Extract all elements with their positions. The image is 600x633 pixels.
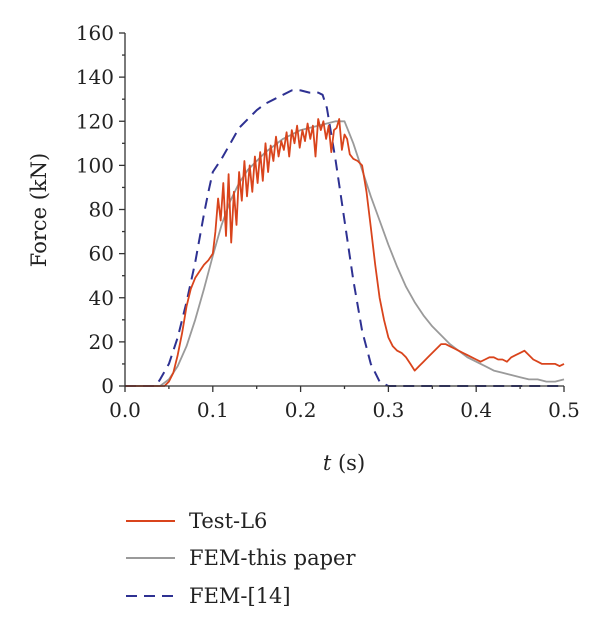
series-line-0 [125,118,565,387]
y-tick-label: 80 [89,198,114,222]
x-tick-label: 0.1 [197,398,229,422]
y-tick-label: 140 [76,65,114,89]
series-layer [125,89,565,387]
y-ticks: 0 20 40 60 80 100 120 140 160 [76,21,125,398]
x-tick-label: 0.0 [109,398,141,422]
y-tick-label: 0 [101,374,114,398]
y-tick-label: 160 [76,21,114,45]
y-tick-label: 40 [89,286,114,310]
x-axis-unit: (s) [331,451,365,475]
y-tick-label: 20 [89,330,114,354]
legend-label-1: FEM-this paper [189,546,356,570]
x-ticks: 0.0 0.1 0.2 0.3 0.4 0.5 [109,386,580,422]
y-axis-title: Force (kN) [27,153,51,267]
x-tick-label: 0.2 [285,398,317,422]
plot-area: 0 20 40 60 80 100 120 140 160 0.0 0.1 0.2 0.3 0.4 0.5 [76,21,580,422]
series-line-1 [125,120,565,387]
y-tick-label: 100 [76,153,114,177]
x-tick-label: 0.4 [460,398,492,422]
x-axis-variable: t [323,451,332,475]
series-line-2 [125,89,564,387]
legend-label-2: FEM-[14] [189,584,291,608]
y-tick-label: 60 [89,242,114,266]
x-tick-label: 0.3 [372,398,404,422]
x-tick-label: 0.5 [548,398,580,422]
y-tick-label: 120 [76,109,114,133]
legend: Test-L6 FEM-this paper FEM-[14] [126,509,356,608]
legend-label-0: Test-L6 [189,509,267,533]
x-axis-title: t (s) [323,451,365,475]
